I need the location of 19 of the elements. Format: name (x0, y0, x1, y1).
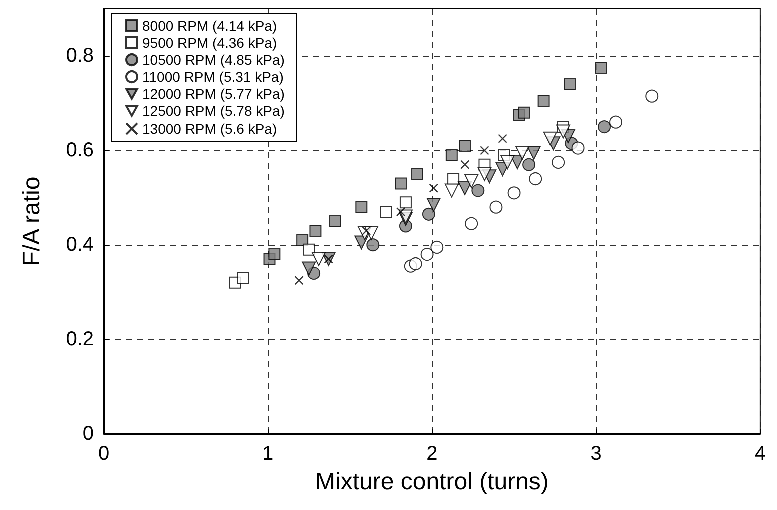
x-tick-label: 4 (754, 443, 766, 465)
legend-label: 11000 RPM (5.31 kPa) (142, 69, 284, 85)
y-tick-label: 0.4 (66, 234, 94, 256)
legend-label: 12000 RPM (5.77 kPa) (142, 86, 285, 102)
x-tick-label: 2 (426, 443, 438, 465)
y-tick-label: 0.2 (66, 328, 94, 351)
y-tick-label: 0.8 (66, 45, 94, 68)
legend-label: 10500 RPM (4.85 kPa) (142, 52, 285, 68)
x-tick-label: 3 (590, 443, 602, 465)
x-tick-label: 1 (262, 443, 274, 465)
legend-label: 8000 RPM (4.14 kPa) (142, 18, 278, 34)
y-tick-label: 0.6 (66, 140, 94, 162)
legend-label: 12500 RPM (5.78 kPa) (142, 103, 285, 119)
y-axis-title: F/A ratio (18, 176, 46, 266)
legend-label: 13000 RPM (5.6 kPa) (142, 121, 278, 137)
legend-label: 9500 RPM (4.36 kPa) (142, 35, 278, 51)
y-tick-label: 0 (82, 423, 94, 445)
x-tick-label: 0 (98, 443, 110, 465)
x-axis-title: Mixture control (turns) (316, 468, 549, 496)
